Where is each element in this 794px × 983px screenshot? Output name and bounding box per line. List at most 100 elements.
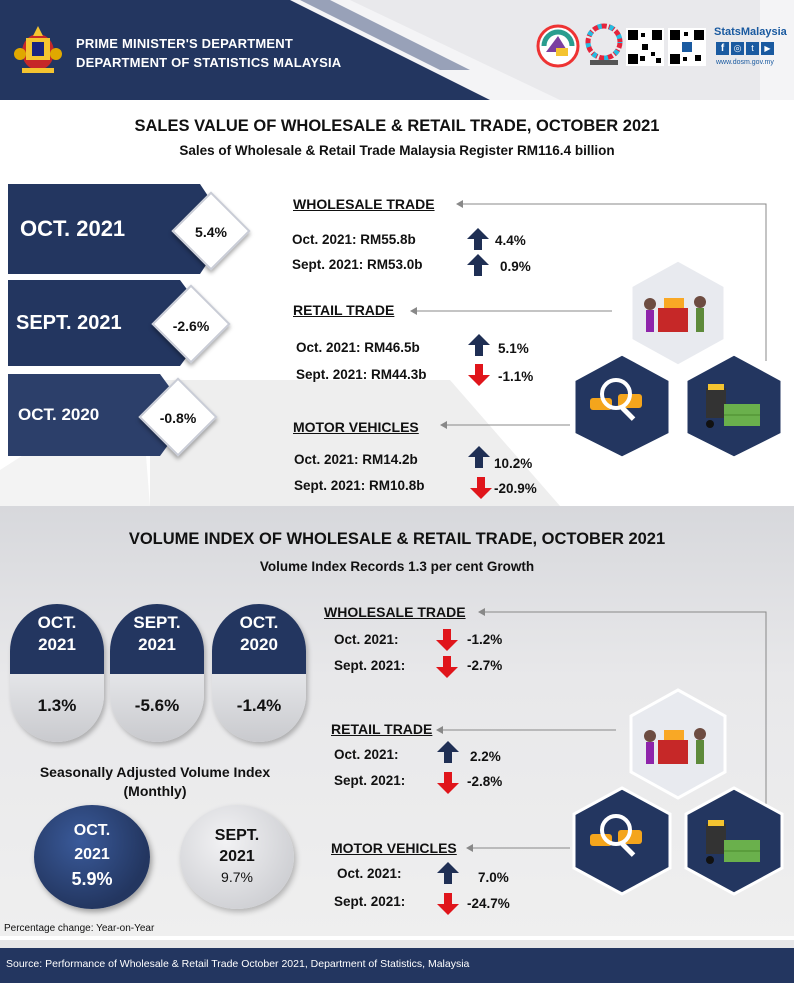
sa-value: 5.9%	[71, 869, 113, 889]
hexagon-cluster-1	[572, 258, 784, 458]
period-label: OCT. 2021	[20, 216, 126, 241]
pill-line2: 2021	[38, 635, 76, 654]
retail-oct-change: 5.1%	[498, 341, 529, 356]
cat-title-retail: RETAIL TRADE	[293, 302, 395, 318]
arrow-up-icon	[468, 334, 490, 356]
connector-lines-1	[410, 200, 767, 429]
vol-motor-sept-label: Sept. 2021:	[334, 894, 406, 909]
social-icons: f ◎ t ▶	[716, 42, 774, 55]
pill-line2: 2021	[138, 635, 176, 654]
pill-line1: OCT.	[37, 613, 77, 632]
volume-subtitle: Volume Index Records 1.3 per cent Growth	[259, 559, 535, 574]
twitter-icon[interactable]: t	[746, 42, 759, 55]
motor-oct-change: 10.2%	[494, 456, 533, 471]
sa-line1: OCT.	[73, 822, 111, 839]
period-label: OCT. 2020	[18, 405, 100, 424]
sa-line2: 2021	[74, 846, 110, 863]
vol-wholesale-oct-label: Oct. 2021:	[334, 632, 399, 647]
hexagon-cluster-2	[572, 688, 784, 896]
vol-motor-sept-change: -24.7%	[467, 896, 510, 911]
retail-sept-change: -1.1%	[498, 369, 534, 384]
sales-subtitle: Sales of Wholesale & Retail Trade Malays…	[179, 143, 615, 158]
retail-oct-value: Oct. 2021: RM46.5b	[296, 340, 420, 355]
vol-wholesale-sept-label: Sept. 2021:	[334, 658, 406, 673]
wholesale-hexagon-icon	[684, 352, 784, 458]
arrow-down-icon	[437, 772, 459, 794]
vol-cat-title-motor: MOTOR VEHICLES	[331, 840, 457, 856]
volume-pill-sept-2021: SEPT. 2021 -5.6%	[110, 604, 204, 742]
census-logo	[536, 24, 580, 68]
qr-code-2-icon	[668, 28, 706, 66]
dept-line-2: DEPARTMENT OF STATISTICS MALAYSIA	[76, 55, 342, 70]
vol-motor-oct-change: 7.0%	[478, 870, 509, 885]
sa-value: 9.7%	[221, 869, 253, 885]
vol-motor-oct-label: Oct. 2021:	[337, 866, 402, 881]
vol-wholesale-oct-change: -1.2%	[467, 632, 503, 647]
brand-name: StatsMalaysia	[714, 26, 787, 38]
sdg-logo	[585, 23, 623, 65]
sa-circle-sept-2021: SEPT. 2021 9.7%	[180, 805, 294, 909]
sa-line1: SEPT.	[214, 827, 260, 844]
cat-title-motor: MOTOR VEHICLES	[293, 419, 419, 435]
coat-of-arms-logo	[14, 26, 62, 73]
sa-line2: 2021	[219, 848, 255, 865]
retail-sept-value: Sept. 2021: RM44.3b	[296, 367, 427, 382]
instagram-icon[interactable]: ◎	[731, 42, 744, 55]
pill-line1: SEPT.	[133, 613, 181, 632]
note-text: Percentage change: Year-on-Year	[4, 923, 155, 934]
wholesale-hexagon-icon	[684, 786, 784, 896]
wholesale-oct-change: 4.4%	[495, 233, 526, 248]
website-url[interactable]: www.dosm.gov.my	[716, 59, 774, 66]
arrow-down-icon	[470, 477, 492, 499]
arrow-up-icon	[437, 741, 459, 763]
volume-pill-oct-2020: OCT. 2020 -1.4%	[212, 604, 306, 742]
source-text: Source: Performance of Wholesale & Retai…	[6, 958, 470, 970]
connector-lines-2	[436, 608, 767, 852]
period-change: 5.4%	[195, 224, 227, 240]
header-banner: PRIME MINISTER'S DEPARTMENT DEPARTMENT O…	[0, 0, 794, 100]
wholesale-sept-change: 0.9%	[500, 259, 531, 274]
motor-sept-value: Sept. 2021: RM10.8b	[294, 478, 425, 493]
pill-line2: 2020	[240, 635, 278, 654]
arrow-down-icon	[437, 893, 459, 915]
motor-hexagon-icon	[572, 352, 672, 458]
sa-volume-label: Seasonally Adjusted Volume Index (Monthl…	[39, 764, 271, 799]
youtube-icon[interactable]: ▶	[761, 42, 774, 55]
sa-circle-oct-2021: OCT. 2021 5.9%	[34, 805, 150, 909]
wholesale-oct-value: Oct. 2021: RM55.8b	[292, 232, 416, 247]
pill-line1: OCT.	[239, 613, 279, 632]
period-change: -0.8%	[159, 410, 197, 426]
period-tab-sept-2021: SEPT. 2021	[8, 280, 168, 366]
wholesale-sept-value: Sept. 2021: RM53.0b	[292, 257, 423, 272]
cat-title-wholesale: WHOLESALE TRADE	[293, 196, 435, 212]
footer-bar: Source: Performance of Wholesale & Retai…	[0, 940, 794, 983]
period-change: -2.6%	[172, 318, 210, 334]
period-label: SEPT. 2021	[16, 311, 122, 334]
dept-line-1: PRIME MINISTER'S DEPARTMENT	[76, 36, 293, 51]
qr-code-1-icon	[626, 28, 664, 66]
facebook-icon[interactable]: f	[716, 42, 729, 55]
retail-hexagon-icon	[629, 258, 727, 368]
motor-oct-value: Oct. 2021: RM14.2b	[294, 452, 418, 467]
arrow-down-icon	[436, 656, 458, 678]
volume-pill-oct-2021: OCT. 2021 1.3%	[10, 604, 104, 742]
arrow-up-icon	[467, 228, 489, 250]
arrow-up-icon	[467, 254, 489, 276]
vol-retail-oct-label: Oct. 2021:	[334, 747, 399, 762]
vol-retail-sept-change: -2.8%	[467, 774, 503, 789]
arrow-up-icon	[468, 446, 490, 468]
vol-cat-title-wholesale: WHOLESALE TRADE	[324, 604, 466, 620]
vol-wholesale-sept-change: -2.7%	[467, 658, 503, 673]
vol-cat-title-retail: RETAIL TRADE	[331, 721, 433, 737]
vol-retail-sept-label: Sept. 2021:	[334, 773, 406, 788]
motor-sept-change: -20.9%	[494, 481, 537, 496]
period-tab-oct-2020: OCT. 2020	[8, 374, 150, 456]
vol-retail-oct-change: 2.2%	[470, 749, 501, 764]
retail-hexagon-icon	[629, 688, 727, 800]
volume-title: VOLUME INDEX OF WHOLESALE & RETAIL TRADE…	[128, 530, 666, 548]
arrow-down-icon	[436, 629, 458, 651]
sales-title: SALES VALUE OF WHOLESALE & RETAIL TRADE,…	[134, 117, 660, 135]
arrow-up-icon	[437, 862, 459, 884]
arrow-down-icon	[468, 364, 490, 386]
motor-hexagon-icon	[572, 786, 672, 896]
